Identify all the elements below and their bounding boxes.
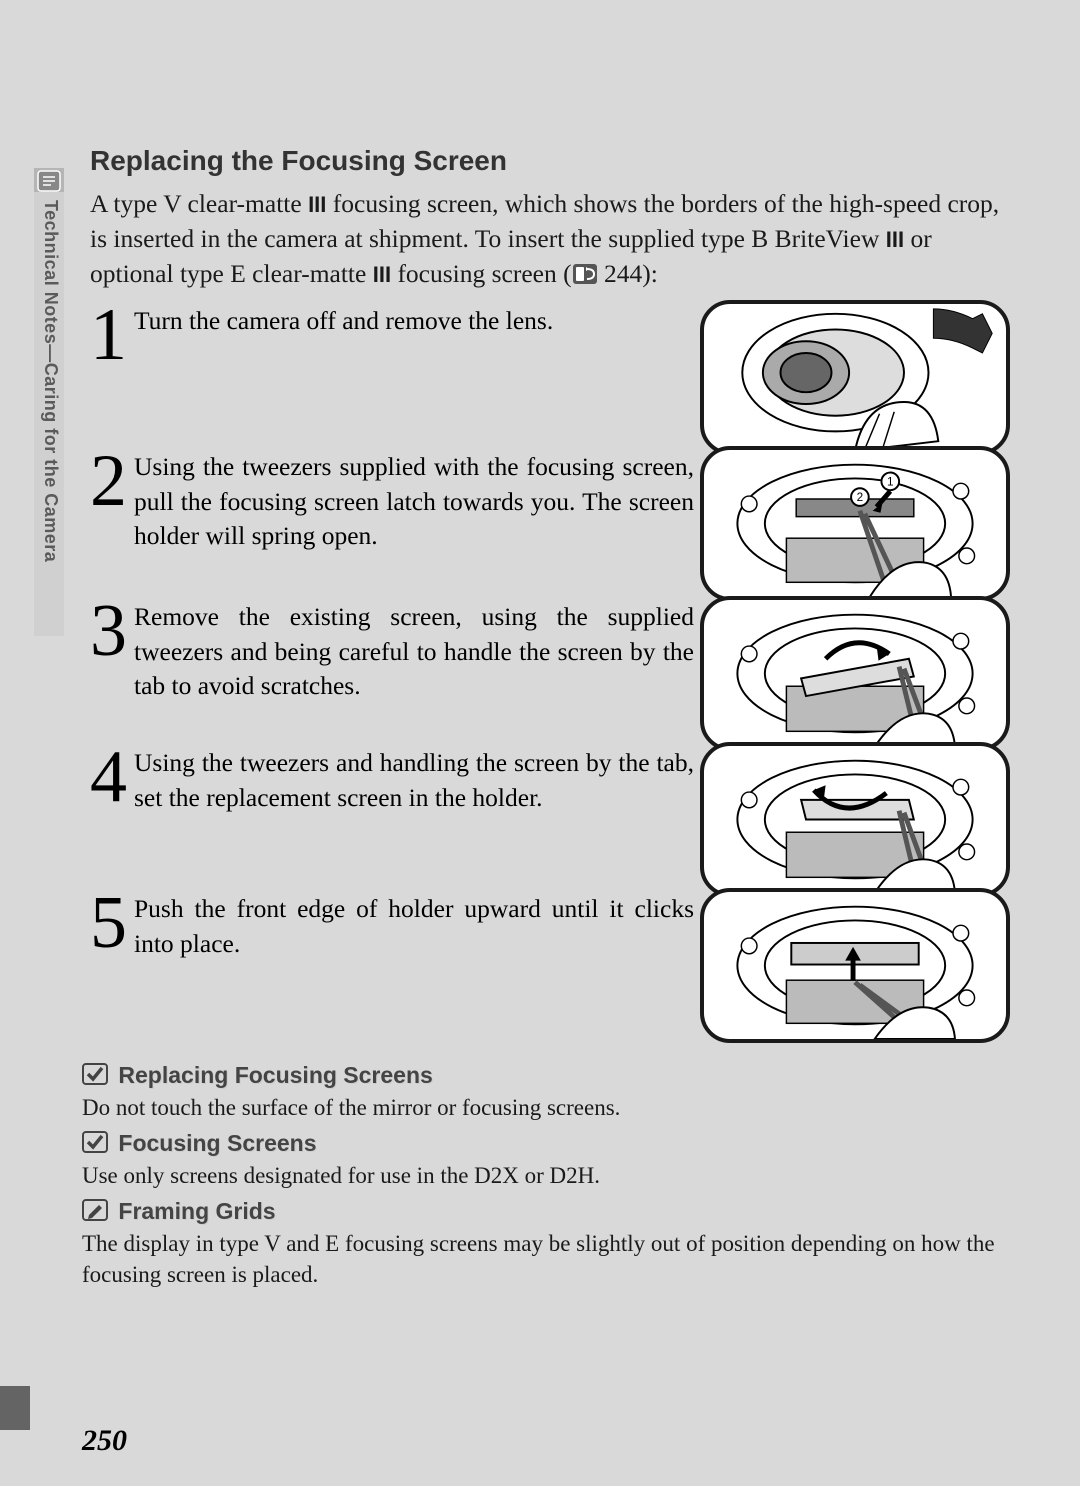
roman-2: III [886, 227, 904, 252]
intro-paragraph: A type V clear-matte III focusing screen… [90, 186, 1000, 295]
svg-text:2: 2 [857, 491, 864, 504]
check-icon [82, 1131, 108, 1159]
note-title: Framing Grids [82, 1198, 1000, 1227]
note-block: Replacing Focusing Screens Do not touch t… [82, 1062, 1000, 1124]
note-block: Framing Grids The display in type V and E… [82, 1198, 1000, 1291]
roman-3: III [373, 262, 391, 287]
step-diagram [700, 596, 1010, 751]
sidebar-label: Technical Notes—Caring for the Camera [40, 200, 61, 620]
svg-text:1: 1 [887, 475, 894, 488]
step-text: Turn the camera off and remove the lens. [134, 304, 694, 339]
page-title: Replacing the Focusing Screen [90, 145, 507, 177]
step-text: Push the front edge of holder upward unt… [134, 892, 694, 961]
note-body: The display in type V and E focusing scr… [82, 1229, 1000, 1291]
manual-page: Technical Notes—Caring for the Camera Re… [0, 0, 1080, 1486]
note-title: Focusing Screens [82, 1130, 1000, 1159]
step-diagram: 2 1 [700, 446, 1010, 601]
page-number: 250 [82, 1424, 127, 1458]
note-title-text: Framing Grids [112, 1198, 276, 1224]
step-text: Using the tweezers and handling the scre… [134, 746, 694, 815]
intro-text-4: focusing screen ( [391, 259, 572, 288]
step-diagram [700, 742, 1010, 897]
step-number: 3 [90, 594, 127, 668]
note-body: Do not touch the surface of the mirror o… [82, 1093, 1000, 1124]
step-number: 5 [90, 886, 127, 960]
page-ref-icon [572, 259, 598, 294]
step-diagram [700, 300, 1010, 455]
step-number: 1 [90, 298, 127, 372]
note-title: Replacing Focusing Screens [82, 1062, 1000, 1091]
intro-page-ref: 244): [598, 259, 658, 288]
note-title-text: Replacing Focusing Screens [112, 1062, 433, 1088]
step-number: 2 [90, 444, 127, 518]
page-edge-marker [0, 1386, 30, 1430]
check-icon [82, 1063, 108, 1091]
pencil-icon [82, 1199, 108, 1227]
step-text: Remove the existing screen, using the su… [134, 600, 694, 704]
step-number: 4 [90, 740, 127, 814]
step-diagram [700, 888, 1010, 1043]
note-body: Use only screens designated for use in t… [82, 1161, 1000, 1192]
roman-1: III [308, 192, 326, 217]
intro-text-1: A type V clear-matte [90, 189, 308, 218]
note-block: Focusing Screens Use only screens designa… [82, 1130, 1000, 1192]
step-text: Using the tweezers supplied with the foc… [134, 450, 694, 554]
sidebar-icon [37, 170, 61, 192]
note-title-text: Focusing Screens [112, 1130, 317, 1156]
